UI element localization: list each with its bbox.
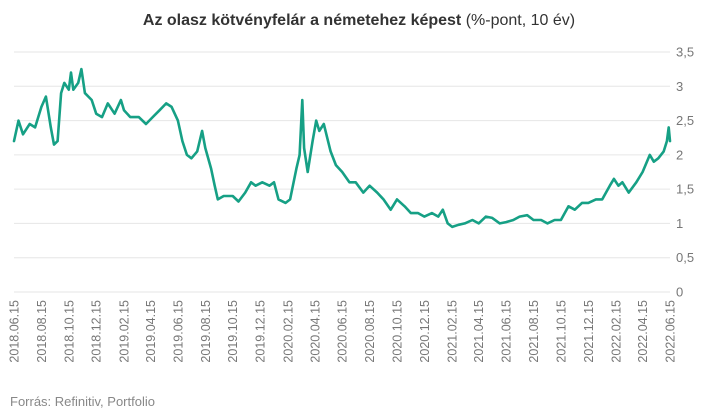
y-tick-label: 3 <box>676 79 683 94</box>
x-tick-label: 2019.12.15 <box>254 300 268 363</box>
x-tick-label: 2020.10.15 <box>391 300 405 363</box>
x-tick-label: 2021.06.15 <box>500 300 514 363</box>
x-tick-label: 2019.10.15 <box>226 300 240 363</box>
y-tick-label: 3,5 <box>676 45 694 60</box>
source-note: Forrás: Refinitiv, Portfolio <box>10 394 155 409</box>
x-tick-label: 2018.06.15 <box>8 300 22 363</box>
x-tick-label: 2020.04.15 <box>308 300 322 363</box>
x-tick-label: 2019.02.15 <box>118 300 132 363</box>
chart-title: Az olasz kötvényfelár a németehez képest… <box>0 12 718 30</box>
y-tick-label: 1,5 <box>676 182 694 197</box>
grid-lines <box>14 51 670 293</box>
spread-series-line <box>12 67 672 229</box>
x-tick-label: 2020.08.15 <box>363 300 377 363</box>
x-tick-label: 2020.06.15 <box>336 300 350 363</box>
y-tick-label: 2 <box>676 147 683 162</box>
x-tick-label: 2022.06.15 <box>664 300 678 363</box>
y-tick-label: 0 <box>676 285 683 300</box>
y-tick-label: 1 <box>676 216 683 231</box>
x-tick-label: 2021.04.15 <box>472 300 486 363</box>
x-tick-label: 2022.04.15 <box>636 300 650 363</box>
chart-title-unit: (%-pont, 10 év) <box>461 12 576 29</box>
x-tick-label: 2021.10.15 <box>554 300 568 363</box>
y-tick-label: 2,5 <box>676 113 694 128</box>
x-tick-label: 2018.12.15 <box>90 300 104 363</box>
y-axis-ticks: 0 0,5 1 1,5 2 2,5 3 3,5 <box>676 45 694 300</box>
x-tick-label: 2019.04.15 <box>144 300 158 363</box>
chart-title-main: Az olasz kötvényfelár a németehez képest <box>142 12 462 29</box>
x-tick-label: 2020.12.15 <box>418 300 432 363</box>
x-tick-label: 2021.02.15 <box>446 300 460 363</box>
x-tick-label: 2022.02.15 <box>610 300 624 363</box>
x-tick-label: 2021.08.15 <box>527 300 541 363</box>
x-axis-ticks: 2018.06.15 2018.08.15 2018.10.15 2018.12.15… <box>8 300 678 363</box>
x-tick-label: 2018.08.15 <box>35 300 49 363</box>
x-tick-label: 2019.08.15 <box>199 300 213 363</box>
x-tick-label: 2018.10.15 <box>62 300 76 363</box>
y-tick-label: 0,5 <box>676 250 694 265</box>
x-tick-label: 2020.02.15 <box>281 300 295 363</box>
x-tick-label: 2019.06.15 <box>171 300 185 363</box>
x-tick-label: 2021.12.15 <box>582 300 596 363</box>
